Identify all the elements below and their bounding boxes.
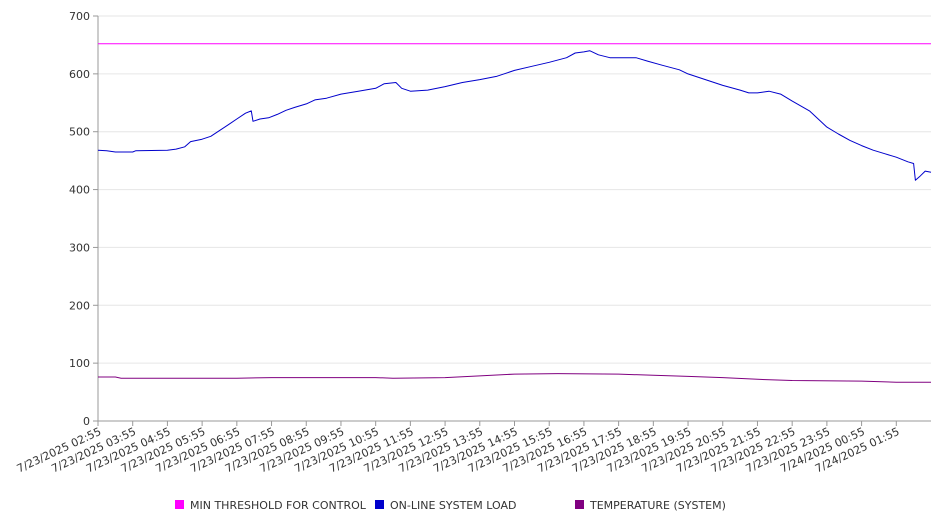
series-line-2 bbox=[98, 373, 931, 383]
legend-label: TEMPERATURE (SYSTEM) bbox=[589, 499, 726, 512]
legend-swatch bbox=[575, 500, 584, 509]
series-line-1 bbox=[97, 50, 932, 181]
legend: MIN THRESHOLD FOR CONTROL ON-LINE SYSTEM … bbox=[175, 499, 726, 512]
y-tick-label: 500 bbox=[69, 126, 90, 139]
series-lines bbox=[97, 43, 932, 383]
legend-swatch bbox=[175, 500, 184, 509]
y-tick-label: 200 bbox=[69, 299, 90, 312]
legend-label: ON-LINE SYSTEM LOAD bbox=[390, 499, 516, 512]
y-tick-label: 600 bbox=[69, 68, 90, 81]
y-tick-label: 0 bbox=[83, 415, 90, 428]
x-axis-ticks: 7/23/2025 02:557/23/2025 03:557/23/2025 … bbox=[15, 421, 902, 475]
y-tick-label: 300 bbox=[69, 241, 90, 254]
y-tick-label: 700 bbox=[69, 10, 90, 23]
legend-label: MIN THRESHOLD FOR CONTROL bbox=[190, 499, 367, 512]
axes bbox=[97, 16, 931, 422]
y-axis-ticks: 0 100 200 300 400 500 600 700 bbox=[69, 10, 98, 428]
legend-swatch bbox=[375, 500, 384, 509]
y-tick-label: 100 bbox=[69, 357, 90, 370]
grid-lines bbox=[98, 15, 931, 364]
y-tick-label: 400 bbox=[69, 184, 90, 197]
